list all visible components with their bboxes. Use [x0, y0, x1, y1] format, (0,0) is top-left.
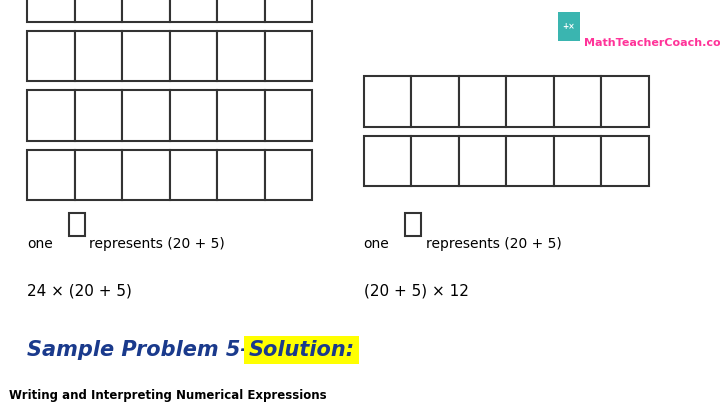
FancyBboxPatch shape — [265, 90, 312, 141]
Text: Sample Problem 5-: Sample Problem 5- — [27, 340, 256, 360]
FancyBboxPatch shape — [122, 0, 170, 22]
FancyBboxPatch shape — [75, 0, 122, 22]
FancyBboxPatch shape — [122, 31, 170, 81]
FancyBboxPatch shape — [265, 0, 312, 22]
FancyBboxPatch shape — [405, 213, 421, 236]
Text: 24 × (20 + 5): 24 × (20 + 5) — [27, 284, 132, 298]
FancyBboxPatch shape — [170, 90, 217, 141]
FancyBboxPatch shape — [265, 31, 312, 81]
FancyBboxPatch shape — [27, 150, 75, 200]
FancyBboxPatch shape — [217, 150, 265, 200]
Text: Writing and Interpreting Numerical Expressions: Writing and Interpreting Numerical Expre… — [9, 389, 326, 402]
FancyBboxPatch shape — [558, 12, 580, 40]
FancyBboxPatch shape — [364, 76, 411, 127]
FancyBboxPatch shape — [411, 76, 459, 127]
FancyBboxPatch shape — [170, 31, 217, 81]
FancyBboxPatch shape — [217, 0, 265, 22]
Text: represents (20 + 5): represents (20 + 5) — [89, 237, 225, 251]
FancyBboxPatch shape — [170, 0, 217, 22]
FancyBboxPatch shape — [75, 150, 122, 200]
FancyBboxPatch shape — [364, 136, 411, 186]
FancyBboxPatch shape — [601, 136, 649, 186]
FancyBboxPatch shape — [217, 31, 265, 81]
FancyBboxPatch shape — [506, 76, 554, 127]
FancyBboxPatch shape — [506, 136, 554, 186]
FancyBboxPatch shape — [459, 136, 506, 186]
FancyBboxPatch shape — [75, 31, 122, 81]
Text: MathTeacherCoach.com: MathTeacherCoach.com — [584, 38, 720, 49]
Text: one: one — [364, 237, 390, 251]
Text: Solution:: Solution: — [248, 340, 354, 360]
FancyBboxPatch shape — [27, 90, 75, 141]
Text: one: one — [27, 237, 53, 251]
FancyBboxPatch shape — [75, 90, 122, 141]
FancyBboxPatch shape — [217, 90, 265, 141]
FancyBboxPatch shape — [601, 76, 649, 127]
FancyBboxPatch shape — [554, 136, 601, 186]
FancyBboxPatch shape — [122, 90, 170, 141]
FancyBboxPatch shape — [69, 213, 85, 236]
FancyBboxPatch shape — [170, 150, 217, 200]
FancyBboxPatch shape — [411, 136, 459, 186]
FancyBboxPatch shape — [265, 150, 312, 200]
FancyBboxPatch shape — [27, 0, 75, 22]
FancyBboxPatch shape — [27, 31, 75, 81]
FancyBboxPatch shape — [459, 76, 506, 127]
FancyBboxPatch shape — [554, 76, 601, 127]
FancyBboxPatch shape — [122, 150, 170, 200]
Text: represents (20 + 5): represents (20 + 5) — [426, 237, 562, 251]
Text: (20 + 5) × 12: (20 + 5) × 12 — [364, 284, 469, 298]
Text: +×: +× — [562, 22, 575, 31]
